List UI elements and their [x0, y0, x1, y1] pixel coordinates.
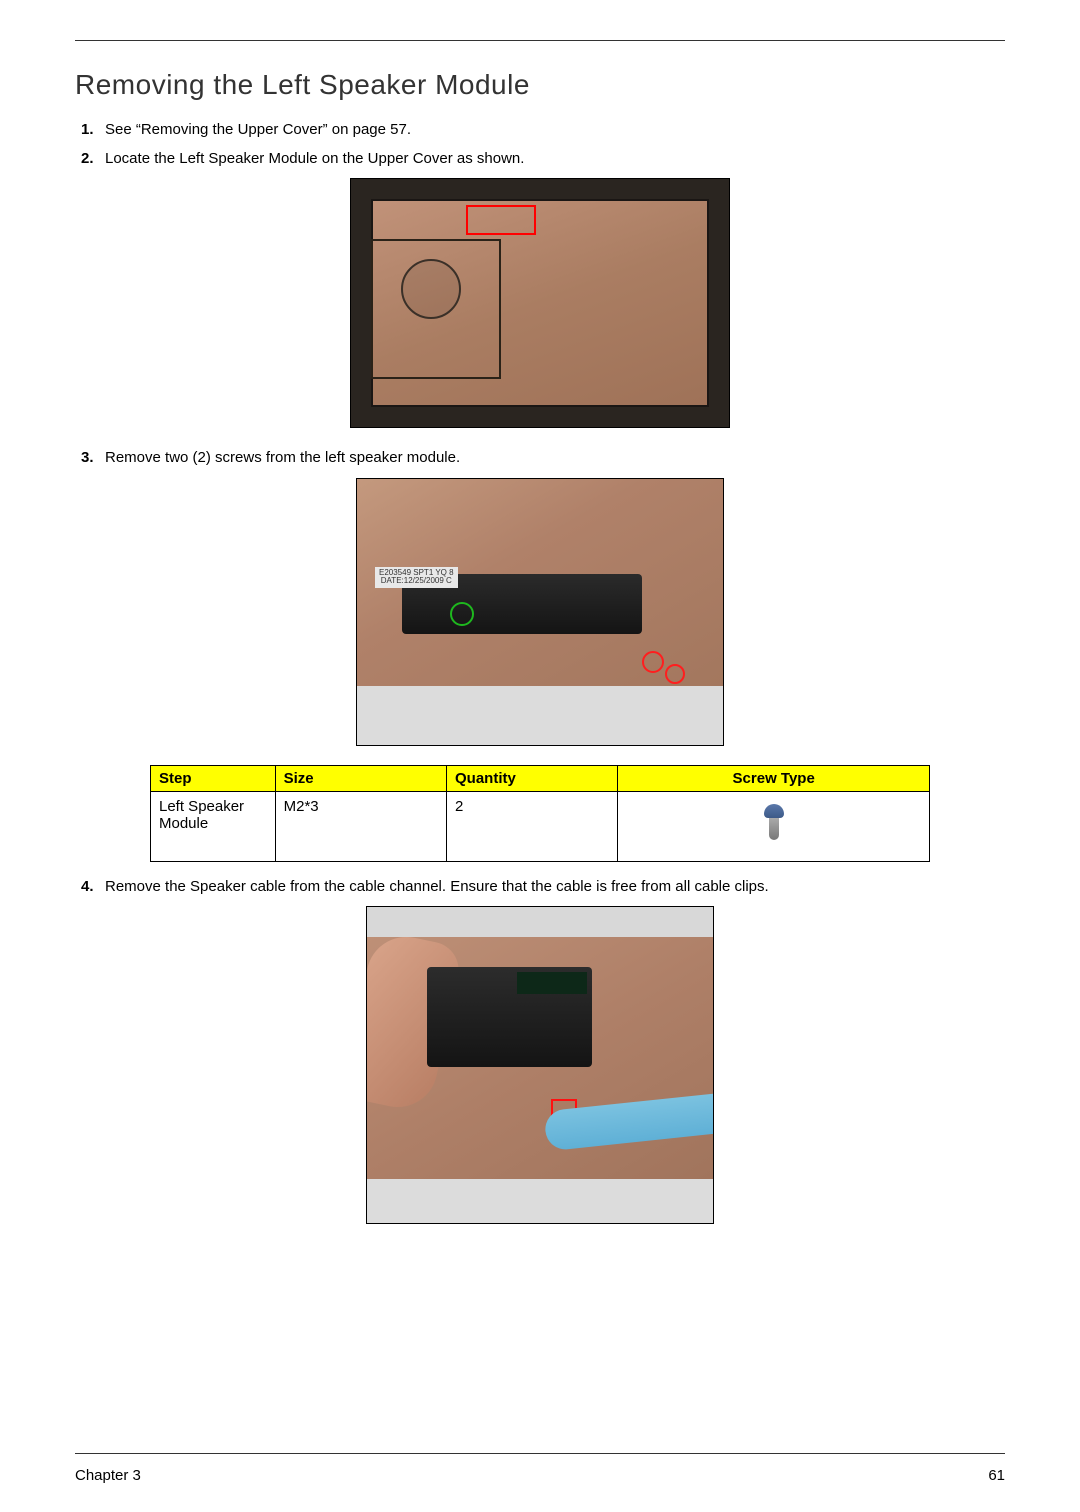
step-3: Remove two (2) screws from the left spea…: [75, 447, 1005, 470]
highlight-box: [466, 205, 536, 235]
top-rule: [75, 40, 1005, 41]
td-qty: 2: [447, 791, 618, 861]
bottom-rule: [75, 1453, 1005, 1454]
footer-chapter: Chapter 3: [75, 1467, 141, 1484]
figure-3-image: [366, 906, 714, 1224]
step-2: Locate the Left Speaker Module on the Up…: [75, 148, 1005, 171]
td-step: Left Speaker Module: [151, 791, 276, 861]
page-title: Removing the Left Speaker Module: [75, 69, 1005, 101]
footer-page: 61: [988, 1467, 1005, 1484]
th-step: Step: [151, 765, 276, 791]
screw-circle-red-2: [665, 664, 685, 684]
table-row: Left Speaker Module M2*3 2: [151, 791, 930, 861]
td-size: M2*3: [275, 791, 446, 861]
screw-icon: [754, 804, 794, 846]
figure-3: [75, 906, 1005, 1229]
step-1: See “Removing the Upper Cover” on page 5…: [75, 119, 1005, 142]
th-qty: Quantity: [447, 765, 618, 791]
step-4: Remove the Speaker cable from the cable …: [75, 876, 1005, 899]
steps-list: See “Removing the Upper Cover” on page 5…: [75, 119, 1005, 1229]
th-type: Screw Type: [618, 765, 930, 791]
screw-table: Step Size Quantity Screw Type Left Speak…: [150, 765, 930, 862]
th-size: Size: [275, 765, 446, 791]
screw-circle-red-1: [642, 651, 664, 673]
page-footer: Chapter 3 61: [75, 1467, 1005, 1484]
figure-1: [75, 178, 1005, 433]
chip-label: [517, 972, 587, 994]
figure-2-image: E203549 SPT1 YQ 8 DATE:12/25/2009 C: [356, 478, 724, 746]
board-label: E203549 SPT1 YQ 8 DATE:12/25/2009 C: [375, 567, 458, 589]
td-type: [618, 791, 930, 861]
figure-2: E203549 SPT1 YQ 8 DATE:12/25/2009 C: [75, 478, 1005, 751]
screw-circle-green: [450, 602, 474, 626]
figure-1-image: [350, 178, 730, 428]
